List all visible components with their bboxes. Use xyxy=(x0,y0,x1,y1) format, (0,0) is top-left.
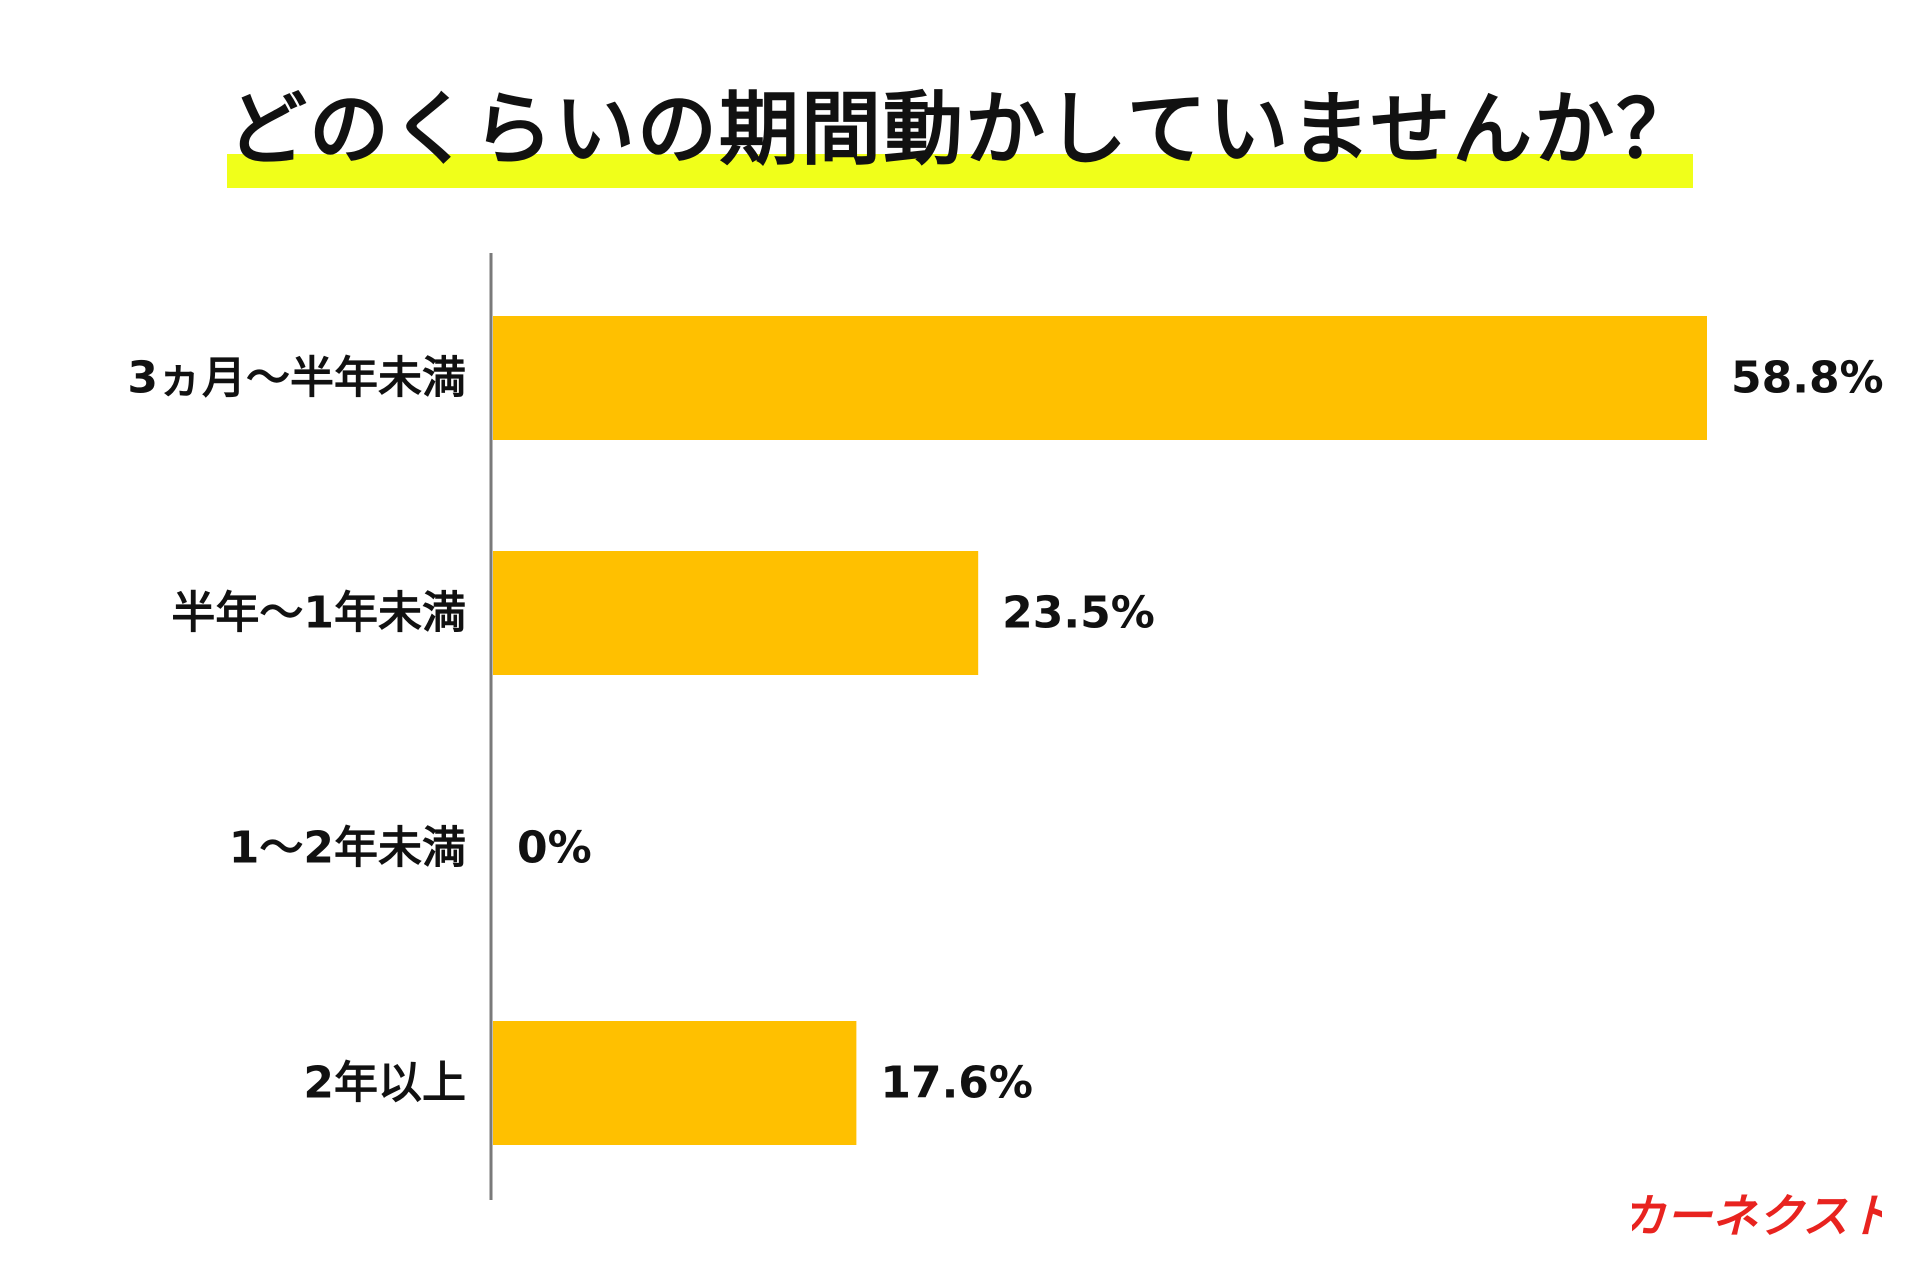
chart-title-area: どのくらいの期間動かしていませんか？ xyxy=(227,80,1699,190)
bar xyxy=(493,551,979,675)
title-highlight-bar xyxy=(227,154,1693,188)
value-label: 58.8% xyxy=(1731,353,1884,404)
bar xyxy=(493,1021,857,1145)
value-label: 17.6% xyxy=(880,1058,1033,1109)
bars-group: 3ヵ月〜半年未満 58.8% 半年〜1年未満 23.5% 1〜2年未満 0% 2年以上 17.… xyxy=(127,316,1884,1145)
chart-title: どのくらいの期間動かしていませんか？ xyxy=(227,83,1699,176)
category-label: 半年〜1年未満 xyxy=(171,588,466,639)
value-label: 0% xyxy=(517,823,592,874)
category-label: 3ヵ月〜半年未満 xyxy=(127,353,466,404)
logo-outline: カーネクスト xyxy=(1632,1189,1882,1243)
value-label: 23.5% xyxy=(1002,588,1155,639)
brand-logo: カーネクスト カーネクスト xyxy=(1632,1186,1882,1247)
bar xyxy=(493,316,1707,440)
category-label: 2年以上 xyxy=(303,1058,466,1109)
logo-text: カーネクスト xyxy=(1632,1189,1882,1243)
category-label: 1〜2年未満 xyxy=(229,823,466,874)
